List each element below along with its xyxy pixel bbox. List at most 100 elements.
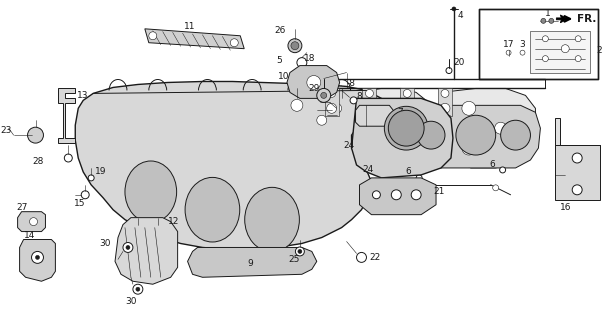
Circle shape bbox=[364, 103, 374, 113]
Ellipse shape bbox=[185, 177, 240, 242]
Text: 21: 21 bbox=[433, 187, 445, 196]
Ellipse shape bbox=[125, 161, 177, 223]
Polygon shape bbox=[75, 82, 387, 250]
Polygon shape bbox=[19, 239, 56, 281]
Circle shape bbox=[356, 252, 367, 262]
Circle shape bbox=[36, 255, 39, 260]
Circle shape bbox=[404, 89, 411, 97]
Circle shape bbox=[561, 45, 569, 53]
Text: 30: 30 bbox=[125, 297, 137, 306]
Text: 27: 27 bbox=[16, 203, 27, 212]
Text: 15: 15 bbox=[73, 199, 85, 208]
Circle shape bbox=[133, 284, 143, 294]
Circle shape bbox=[462, 101, 476, 115]
Polygon shape bbox=[555, 145, 600, 200]
Polygon shape bbox=[359, 178, 436, 215]
Text: 13: 13 bbox=[77, 91, 89, 100]
Text: 19: 19 bbox=[95, 167, 106, 176]
Circle shape bbox=[297, 58, 307, 68]
Circle shape bbox=[462, 141, 476, 155]
Polygon shape bbox=[145, 29, 244, 49]
Circle shape bbox=[360, 145, 367, 152]
Circle shape bbox=[492, 185, 499, 191]
Text: 29: 29 bbox=[309, 84, 320, 93]
Circle shape bbox=[417, 121, 445, 149]
Circle shape bbox=[549, 18, 554, 23]
Polygon shape bbox=[555, 118, 600, 148]
Text: 2: 2 bbox=[596, 46, 602, 55]
Circle shape bbox=[572, 153, 582, 163]
Circle shape bbox=[495, 122, 506, 134]
Polygon shape bbox=[557, 15, 568, 23]
Text: 14: 14 bbox=[24, 231, 35, 240]
Circle shape bbox=[500, 167, 506, 173]
Circle shape bbox=[441, 89, 449, 97]
Text: 30: 30 bbox=[100, 239, 111, 248]
Circle shape bbox=[388, 110, 424, 146]
Polygon shape bbox=[115, 218, 178, 284]
Text: 6: 6 bbox=[489, 160, 495, 170]
Circle shape bbox=[321, 92, 327, 98]
Circle shape bbox=[520, 50, 525, 55]
Circle shape bbox=[231, 39, 238, 47]
Polygon shape bbox=[188, 247, 317, 277]
Circle shape bbox=[379, 101, 393, 115]
Text: 16: 16 bbox=[560, 203, 571, 212]
Polygon shape bbox=[356, 105, 393, 126]
Text: 1: 1 bbox=[544, 9, 550, 18]
Circle shape bbox=[136, 287, 140, 291]
Circle shape bbox=[328, 89, 336, 97]
Text: 7: 7 bbox=[397, 108, 403, 117]
Circle shape bbox=[411, 190, 421, 200]
Circle shape bbox=[317, 88, 331, 102]
Circle shape bbox=[543, 36, 548, 42]
Text: 3: 3 bbox=[520, 40, 525, 49]
Circle shape bbox=[317, 115, 327, 125]
Circle shape bbox=[541, 18, 546, 23]
Circle shape bbox=[456, 115, 495, 155]
Text: 20: 20 bbox=[453, 58, 464, 67]
Text: 17: 17 bbox=[503, 40, 514, 49]
Text: 23: 23 bbox=[0, 126, 11, 135]
Circle shape bbox=[380, 168, 387, 175]
Circle shape bbox=[291, 100, 303, 111]
Circle shape bbox=[416, 175, 422, 181]
Circle shape bbox=[149, 32, 157, 40]
Text: 28: 28 bbox=[32, 157, 44, 166]
Text: 10: 10 bbox=[278, 72, 290, 81]
Circle shape bbox=[452, 7, 456, 11]
Text: 24: 24 bbox=[343, 140, 355, 149]
Text: 24: 24 bbox=[362, 165, 373, 174]
Circle shape bbox=[575, 56, 581, 62]
Circle shape bbox=[295, 247, 304, 256]
Circle shape bbox=[350, 97, 357, 104]
Polygon shape bbox=[287, 66, 339, 98]
Bar bbox=[401, 88, 414, 116]
Text: FR.: FR. bbox=[577, 14, 597, 24]
Polygon shape bbox=[356, 88, 431, 168]
Polygon shape bbox=[436, 105, 540, 168]
Circle shape bbox=[28, 127, 44, 143]
Polygon shape bbox=[531, 31, 590, 73]
Circle shape bbox=[402, 103, 412, 113]
Polygon shape bbox=[479, 9, 598, 78]
Circle shape bbox=[332, 103, 342, 113]
Polygon shape bbox=[18, 212, 45, 232]
Circle shape bbox=[446, 68, 452, 74]
Circle shape bbox=[572, 185, 582, 195]
Text: 9: 9 bbox=[247, 259, 253, 268]
Text: -8: -8 bbox=[347, 79, 356, 88]
Circle shape bbox=[288, 39, 302, 53]
Circle shape bbox=[31, 252, 44, 263]
Text: 22: 22 bbox=[370, 253, 381, 262]
Circle shape bbox=[307, 76, 321, 89]
Circle shape bbox=[126, 245, 130, 250]
Ellipse shape bbox=[244, 187, 299, 252]
Circle shape bbox=[506, 50, 511, 55]
Circle shape bbox=[391, 190, 401, 200]
Circle shape bbox=[298, 250, 302, 253]
Text: 8: 8 bbox=[356, 92, 362, 101]
Bar bbox=[438, 88, 452, 116]
Circle shape bbox=[379, 138, 393, 152]
Circle shape bbox=[575, 36, 581, 42]
